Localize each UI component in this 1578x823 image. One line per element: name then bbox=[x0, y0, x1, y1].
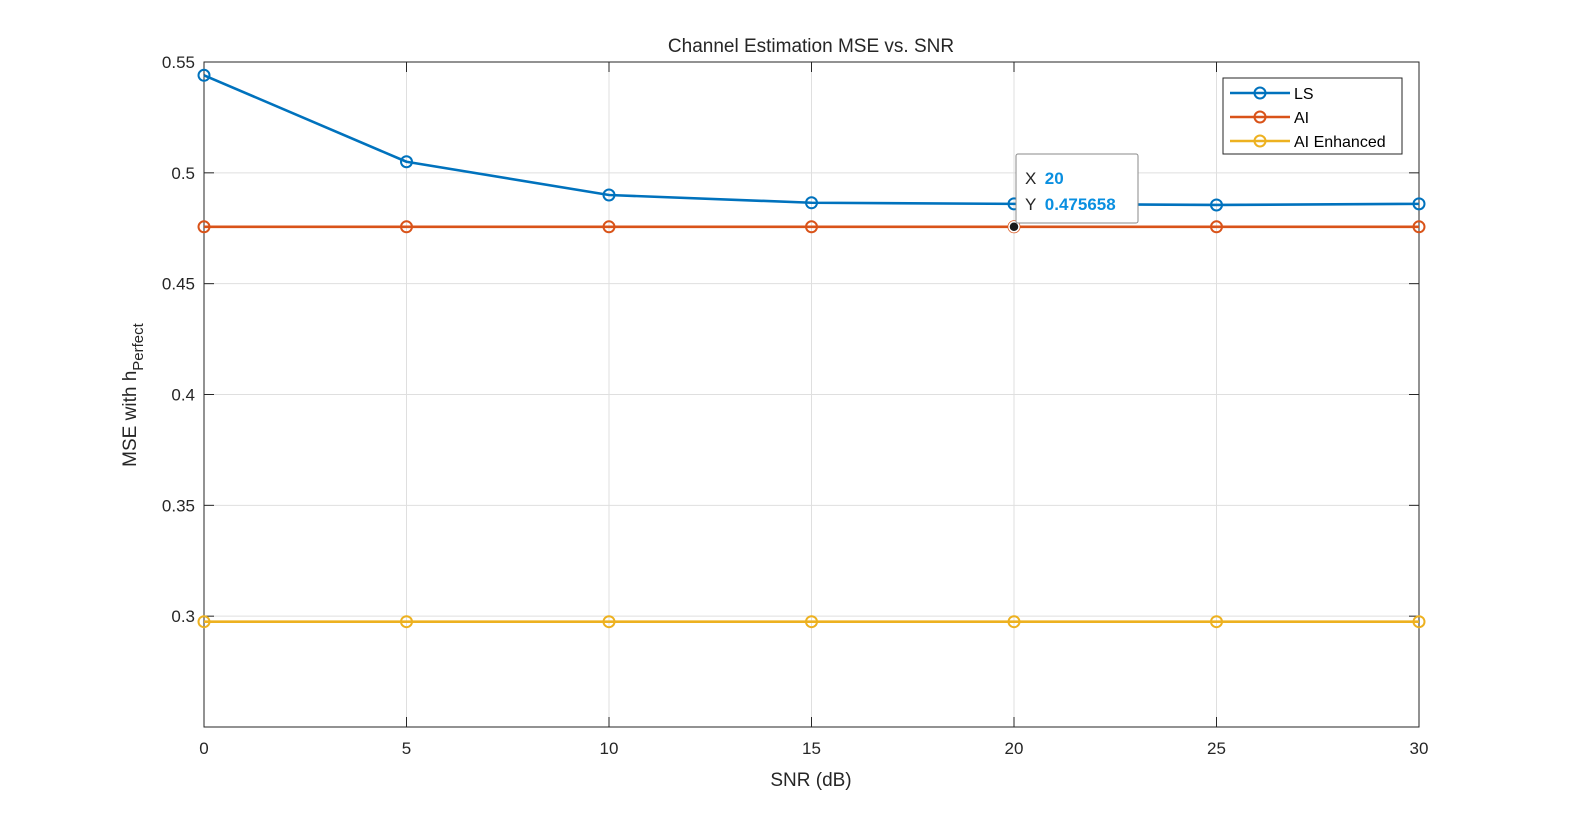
datatip-box bbox=[1015, 153, 1139, 224]
series-line-ls[interactable] bbox=[203, 74, 1420, 207]
y-axis-label-subscript: Perfect bbox=[130, 322, 147, 370]
data-point-ai[interactable] bbox=[602, 220, 616, 234]
datatip-x-line: X 20 bbox=[1025, 169, 1064, 188]
legend-label-ai: AI bbox=[1294, 110, 1309, 127]
data-point-ls[interactable] bbox=[197, 68, 211, 82]
data-point-ai[interactable] bbox=[197, 220, 211, 234]
x-tick-label: 25 bbox=[1207, 739, 1226, 758]
y-axis-label: MSE with hPerfect bbox=[120, 322, 147, 466]
datatip-x-key: X bbox=[1025, 169, 1036, 188]
data-point-ls[interactable] bbox=[602, 188, 616, 202]
data-point-ai-enhanced[interactable] bbox=[1412, 615, 1426, 629]
datatip-x-value: 20 bbox=[1045, 169, 1064, 188]
chart-title: Channel Estimation MSE vs. SNR bbox=[668, 36, 954, 57]
data-point-ai[interactable] bbox=[1412, 220, 1426, 234]
data-point-ai-enhanced[interactable] bbox=[1007, 615, 1021, 629]
datatip-point bbox=[1008, 221, 1020, 233]
y-tick-label: 0.35 bbox=[162, 496, 195, 515]
legend-item-ai[interactable]: AI bbox=[1230, 110, 1309, 127]
legend-marker-ai-enhanced bbox=[1253, 134, 1267, 148]
x-tick-label: 20 bbox=[1005, 739, 1024, 758]
data-point-ai-enhanced[interactable] bbox=[805, 615, 818, 629]
legend-label-ls: LS bbox=[1294, 86, 1314, 103]
data-point-ai-enhanced[interactable] bbox=[602, 615, 616, 629]
legend[interactable]: LS AI AI Enhanced bbox=[1222, 77, 1403, 155]
x-tick-label: 15 bbox=[802, 739, 821, 758]
y-axis-label-main: MSE with h bbox=[120, 371, 141, 467]
y-tick-label: 0.45 bbox=[162, 275, 195, 294]
x-tick-label: 30 bbox=[1410, 739, 1429, 758]
datatip-y-key: Y bbox=[1025, 195, 1036, 214]
y-tick-label: 0.4 bbox=[171, 386, 195, 405]
legend-marker-ai bbox=[1253, 110, 1267, 124]
datatip-marker bbox=[1008, 221, 1020, 233]
data-point-ai[interactable] bbox=[1210, 220, 1223, 234]
datatip-y-line: Y 0.475658 bbox=[1025, 195, 1116, 214]
legend-label-ai-enhanced: AI Enhanced bbox=[1294, 134, 1386, 151]
data-point-ls[interactable] bbox=[1412, 197, 1426, 211]
series-ai-enhanced[interactable] bbox=[197, 615, 1426, 629]
y-tick-label: 0.5 bbox=[171, 164, 195, 183]
data-point-ai-enhanced[interactable] bbox=[1210, 615, 1223, 629]
legend-item-ai-enhanced[interactable]: AI Enhanced bbox=[1230, 134, 1386, 151]
tick-labels: 0 5 10 15 20 25 30 0.3 0.35 0.4 0.45 0.5 0.55 bbox=[162, 53, 1429, 758]
y-tick-label: 0.55 bbox=[162, 53, 195, 72]
x-tick-label: 0 bbox=[199, 739, 208, 758]
legend-items: LS AI AI Enhanced bbox=[1230, 86, 1386, 151]
series-lines[interactable] bbox=[197, 68, 1426, 629]
series-ls[interactable] bbox=[197, 68, 1426, 212]
data-point-ls[interactable] bbox=[805, 196, 818, 210]
y-tick-label: 0.3 bbox=[171, 607, 195, 626]
data-point-ls[interactable] bbox=[1210, 198, 1223, 212]
data-point-ai[interactable] bbox=[400, 220, 413, 234]
data-point-ai-enhanced[interactable] bbox=[400, 615, 413, 629]
legend-marker-ls bbox=[1253, 86, 1267, 100]
datatip[interactable]: X 20 Y 0.475658 bbox=[1008, 153, 1139, 233]
axes bbox=[203, 61, 1420, 728]
x-tick-label: 5 bbox=[402, 739, 411, 758]
legend-item-ls[interactable]: LS bbox=[1230, 86, 1314, 103]
x-axis-label: SNR (dB) bbox=[770, 770, 851, 791]
data-point-ai-enhanced[interactable] bbox=[197, 615, 211, 629]
data-point-ls[interactable] bbox=[400, 155, 413, 169]
data-point-ai[interactable] bbox=[805, 220, 818, 234]
datatip-y-value: 0.475658 bbox=[1045, 195, 1116, 214]
x-tick-label: 10 bbox=[600, 739, 619, 758]
